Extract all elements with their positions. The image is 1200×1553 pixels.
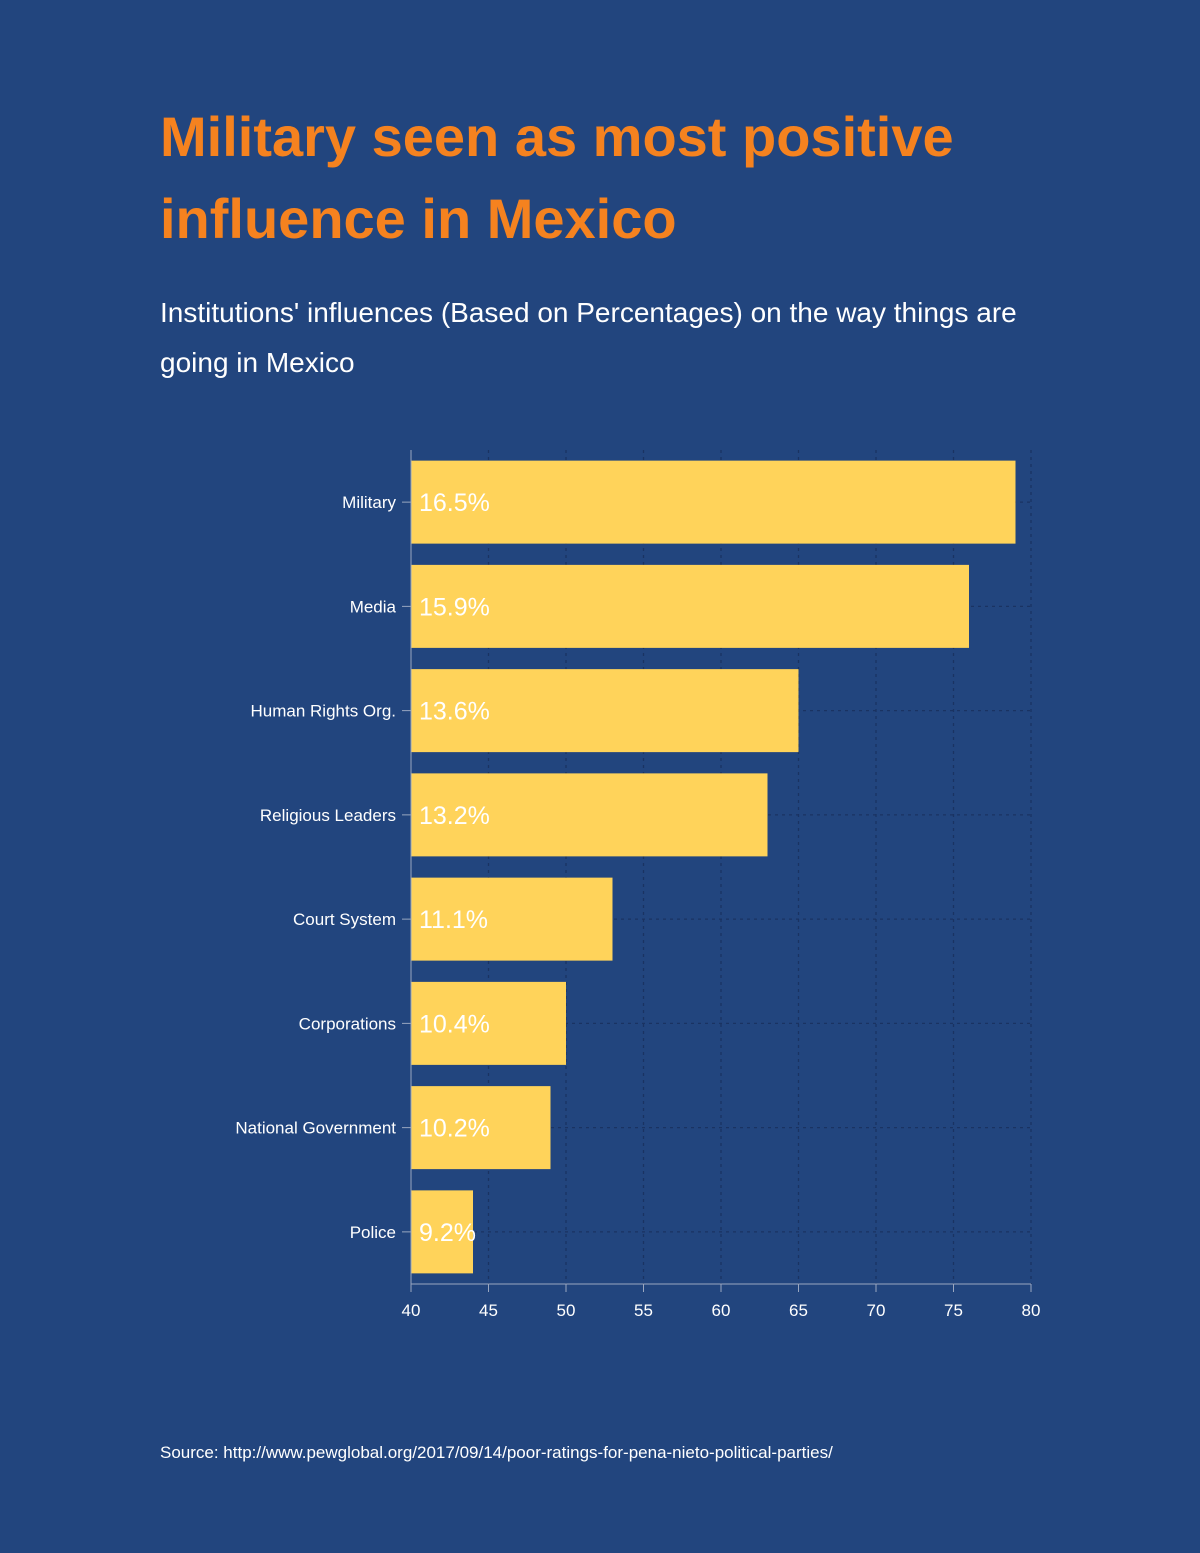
y-tick-label: Religious Leaders	[260, 806, 396, 825]
x-tick-label: 65	[789, 1301, 808, 1320]
y-tick-label: Police	[350, 1223, 396, 1242]
bar	[411, 669, 799, 753]
data-label: 9.2%	[419, 1219, 476, 1247]
chart-title: Military seen as most positive influence…	[160, 105, 954, 250]
data-label: 10.4%	[419, 1010, 490, 1038]
x-tick-label: 70	[867, 1301, 886, 1320]
bar	[411, 1086, 551, 1170]
bar	[411, 773, 768, 857]
x-tick-label: 45	[479, 1301, 498, 1320]
data-label: 10.2%	[419, 1115, 490, 1143]
y-tick-label: Corporations	[299, 1014, 396, 1033]
y-tick-label: Human Rights Org.	[251, 702, 397, 721]
bar	[411, 460, 1016, 544]
y-tick-label: Military	[342, 493, 396, 512]
x-tick-label: 75	[944, 1301, 963, 1320]
bar	[411, 1190, 473, 1274]
x-tick-label: 40	[402, 1301, 421, 1320]
y-tick-label: Media	[350, 597, 397, 616]
chart-subtitle: Institutions' influences (Based on Perce…	[160, 297, 1017, 378]
bar	[411, 981, 566, 1065]
x-tick-label: 55	[634, 1301, 653, 1320]
data-label: 15.9%	[419, 593, 490, 621]
data-label: 13.2%	[419, 802, 490, 830]
data-label: 11.1%	[419, 906, 488, 934]
x-tick-label: 60	[712, 1301, 731, 1320]
bar	[411, 877, 613, 961]
y-tick-label: National Government	[235, 1119, 396, 1138]
data-label: 13.6%	[419, 698, 490, 726]
bar	[411, 564, 969, 648]
x-tick-label: 50	[557, 1301, 576, 1320]
bar-chart: 16.5% Military 15.9% Media 13.6% Human Rights…	[235, 450, 1041, 1320]
source-note: Source: http://www.pewglobal.org/2017/09…	[160, 1443, 833, 1462]
data-label: 16.5%	[419, 489, 490, 517]
x-tick-label: 80	[1022, 1301, 1041, 1320]
y-tick-label: Court System	[293, 910, 396, 929]
